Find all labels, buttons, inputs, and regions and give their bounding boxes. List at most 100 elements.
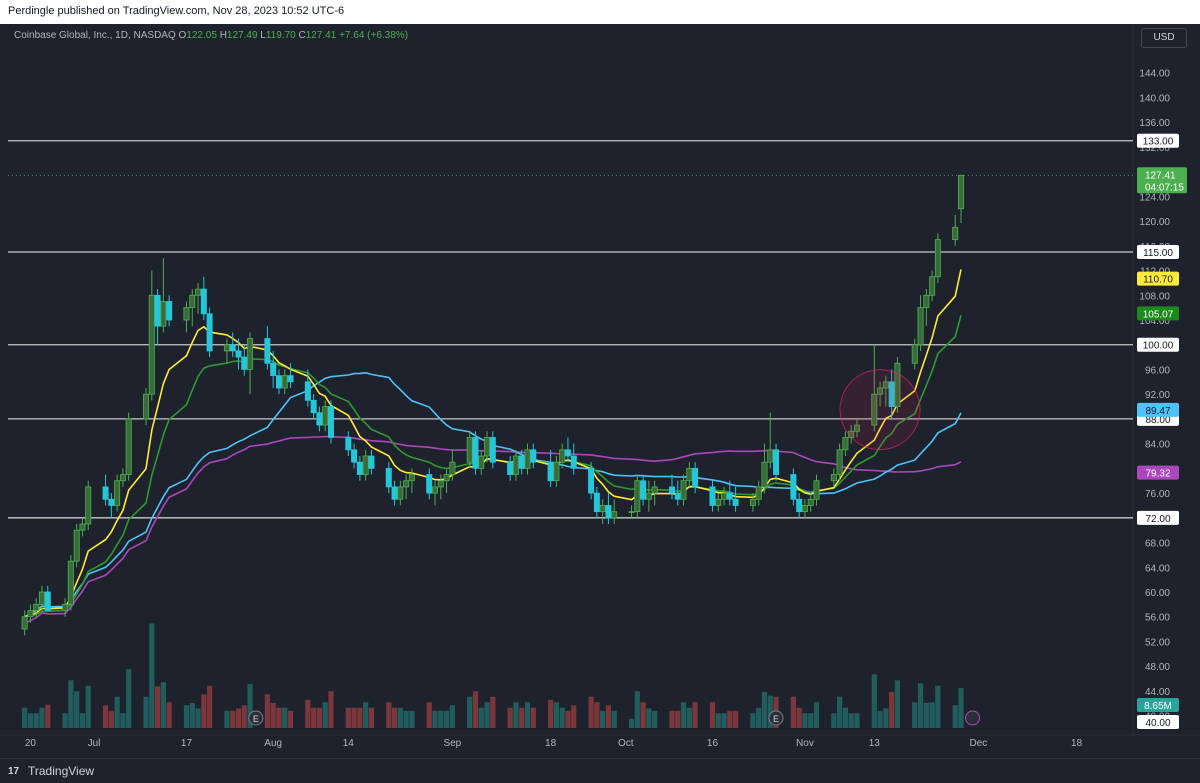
y-tick-label: 76.00 bbox=[1145, 489, 1170, 500]
volume-bar bbox=[652, 710, 658, 728]
volume-bar bbox=[357, 707, 363, 728]
volume-bar bbox=[646, 708, 652, 728]
candle-body bbox=[33, 603, 40, 611]
ma-green-badge: 105.07 bbox=[1143, 309, 1174, 320]
candle-body bbox=[871, 393, 878, 426]
candle-body bbox=[310, 399, 317, 414]
volume-bar bbox=[727, 710, 733, 728]
candle-body bbox=[553, 461, 560, 482]
candle-body bbox=[264, 338, 271, 364]
volume-bar bbox=[22, 707, 28, 728]
volume-bar bbox=[709, 702, 716, 728]
candle-body bbox=[466, 437, 473, 463]
publisher-bar: Perdingle published on TradingView.com, … bbox=[0, 0, 1200, 24]
candle-body bbox=[911, 344, 918, 364]
volume-bar bbox=[247, 684, 253, 728]
y-tick-label: 124.00 bbox=[1139, 192, 1170, 203]
candle-body bbox=[732, 498, 739, 506]
volume-bar bbox=[287, 710, 294, 728]
volume-bar bbox=[432, 710, 438, 728]
candle-body bbox=[449, 461, 456, 475]
y-tick-label: 84.00 bbox=[1145, 440, 1170, 451]
volume-bar bbox=[507, 707, 513, 728]
candle-body bbox=[362, 455, 369, 475]
x-tick-label: 16 bbox=[707, 738, 719, 749]
volume-bar bbox=[715, 713, 721, 728]
candle-body bbox=[403, 480, 410, 488]
ma-blue-badge: 89.47 bbox=[1145, 406, 1170, 417]
candle-body bbox=[316, 412, 323, 426]
volume-bar bbox=[634, 691, 640, 728]
volume-bar bbox=[386, 702, 392, 728]
candle-body bbox=[183, 307, 190, 321]
candle-body bbox=[426, 474, 433, 494]
candle-body bbox=[749, 498, 756, 506]
candle-body bbox=[530, 449, 537, 463]
volume-bar bbox=[767, 695, 773, 728]
volume-bar bbox=[889, 691, 895, 728]
candle-body bbox=[114, 480, 121, 506]
volume-bar bbox=[530, 707, 536, 728]
volume-bar bbox=[611, 710, 617, 728]
candle-body bbox=[356, 461, 363, 475]
y-tick-label: 108.00 bbox=[1139, 291, 1170, 302]
volume-bar bbox=[600, 710, 606, 728]
volume-bar bbox=[102, 705, 109, 728]
y-tick-label: 44.00 bbox=[1145, 687, 1170, 698]
volume-bar bbox=[207, 685, 213, 728]
x-tick-label: Sep bbox=[443, 738, 461, 749]
level-badge-133: 133.00 bbox=[1143, 137, 1174, 148]
chart-area[interactable] bbox=[0, 24, 1200, 758]
candle-body bbox=[432, 486, 439, 494]
volume-bar bbox=[160, 682, 166, 728]
candle-body bbox=[102, 486, 109, 500]
candle-body bbox=[189, 294, 196, 309]
level-badge-72: 72.00 bbox=[1145, 514, 1170, 525]
candle-body bbox=[21, 616, 28, 630]
x-tick-label: 13 bbox=[869, 738, 881, 749]
candle-body bbox=[241, 356, 248, 370]
candle-body bbox=[790, 474, 797, 500]
high-label: H bbox=[219, 30, 227, 41]
candle-body bbox=[160, 301, 167, 327]
open-label: O bbox=[178, 30, 187, 41]
candle-body bbox=[605, 505, 612, 519]
volume-bar bbox=[519, 707, 525, 728]
volume-bar bbox=[548, 699, 554, 728]
volume-bar bbox=[952, 705, 958, 728]
volume-bar bbox=[114, 696, 120, 728]
volume-bar bbox=[241, 705, 247, 728]
candle-body bbox=[223, 344, 230, 352]
current-price-badge: 127.41 bbox=[1145, 170, 1176, 181]
volume-bar bbox=[39, 707, 45, 728]
candle-body bbox=[518, 455, 525, 469]
earnings-label: E bbox=[253, 714, 259, 724]
earnings-icon bbox=[768, 710, 784, 726]
candle-body bbox=[634, 480, 641, 513]
volume-bar bbox=[27, 713, 34, 728]
candle-body bbox=[472, 437, 479, 469]
candle-body bbox=[512, 455, 519, 475]
candle-body bbox=[807, 498, 814, 506]
change-value: +7.64 (+6.38%) bbox=[339, 30, 409, 41]
footer-bar: 17 TradingView bbox=[0, 758, 1200, 783]
volume-bar bbox=[854, 713, 860, 728]
candle-body bbox=[559, 449, 566, 463]
volume-bar bbox=[345, 707, 351, 728]
candle-body bbox=[38, 591, 45, 605]
volume-bar bbox=[761, 691, 768, 728]
candle-body bbox=[385, 467, 392, 488]
volume-bar bbox=[316, 707, 323, 728]
candle-body bbox=[721, 492, 728, 500]
volume-bar bbox=[149, 623, 155, 728]
candle-body bbox=[200, 288, 207, 315]
x-tick-label: Nov bbox=[796, 738, 814, 749]
candle-body bbox=[206, 313, 213, 352]
volume-bar bbox=[912, 702, 918, 728]
x-tick-label: 18 bbox=[545, 738, 557, 749]
currency-button[interactable]: USD bbox=[1141, 28, 1187, 48]
symbol-name: Coinbase Global, Inc., 1D, NASDAQ bbox=[14, 30, 176, 41]
volume-bar bbox=[363, 702, 369, 728]
candle-body bbox=[27, 610, 34, 618]
